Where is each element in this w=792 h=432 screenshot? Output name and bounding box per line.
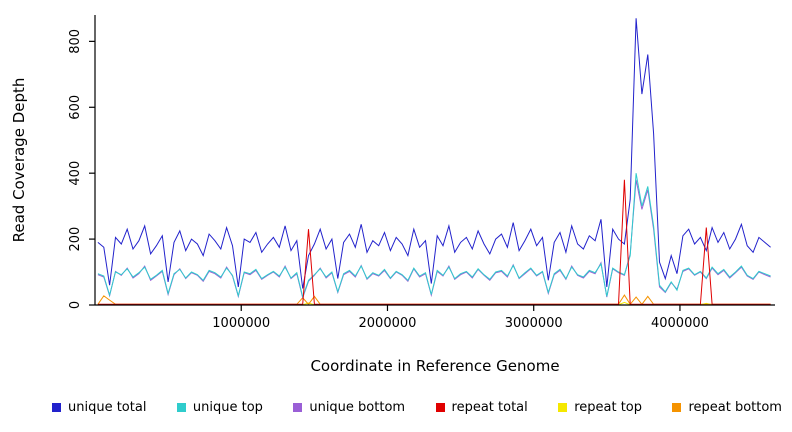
coverage-chart: 1000000 2000000 3000000 4000000 0 200 400 600 80…	[10, 15, 775, 375]
legend-label-repeat-bottom: repeat bottom	[688, 399, 782, 415]
legend-swatch-unique-bottom	[293, 402, 303, 412]
legend-item-unique-top: unique top	[176, 399, 263, 415]
legend-swatch-unique-total	[52, 402, 61, 412]
legend-swatch-repeat-bottom	[672, 402, 682, 412]
series-repeat-bottom	[97, 294, 771, 306]
legend-item-repeat-bottom: repeat bottom	[672, 400, 782, 415]
legend-label-unique-total: unique total	[68, 399, 147, 415]
axes-layer: 1000000 2000000 3000000 4000000 0 200 400 600 80…	[68, 15, 775, 331]
y-tick-label: 800	[68, 29, 83, 54]
series-unique-total	[97, 18, 771, 289]
legend-item-repeat-top: repeat top	[558, 400, 642, 415]
x-tick-label: 1000000	[212, 316, 270, 331]
coverage-plot: 1000000 2000000 3000000 4000000 0 200 400 600 80…	[10, 15, 775, 375]
x-tick-label: 4000000	[651, 316, 709, 331]
series-unique-top	[97, 173, 771, 299]
legend-label-unique-bottom: unique bottom	[309, 399, 406, 415]
y-tick-label: 200	[68, 227, 83, 252]
series-repeat-total	[97, 179, 771, 305]
legend-swatch-repeat-total	[435, 402, 445, 412]
legend-item-unique-total: unique total	[52, 400, 146, 415]
series-unique-bottom	[97, 179, 771, 300]
x-tick-label: 2000000	[359, 316, 417, 331]
legend-swatch-repeat-top	[558, 402, 568, 412]
y-axis-title: Read Coverage Depth	[10, 78, 28, 243]
legend-item-repeat-total: repeat total	[435, 399, 528, 415]
legend-label-repeat-top: repeat top	[574, 399, 642, 415]
y-tick-label: 0	[68, 301, 83, 309]
x-tick-label: 3000000	[505, 316, 563, 331]
series-layer	[97, 18, 771, 306]
y-tick-label: 400	[68, 161, 83, 186]
legend-swatch-unique-top	[176, 402, 186, 412]
legend: unique total unique top unique bottom repea…	[0, 390, 792, 424]
x-axis-title: Coordinate in Reference Genome	[310, 357, 559, 375]
legend-label-repeat-total: repeat total	[451, 399, 528, 415]
legend-label-unique-top: unique top	[192, 399, 263, 415]
legend-item-unique-bottom: unique bottom	[293, 400, 405, 415]
y-tick-label: 600	[68, 95, 83, 120]
